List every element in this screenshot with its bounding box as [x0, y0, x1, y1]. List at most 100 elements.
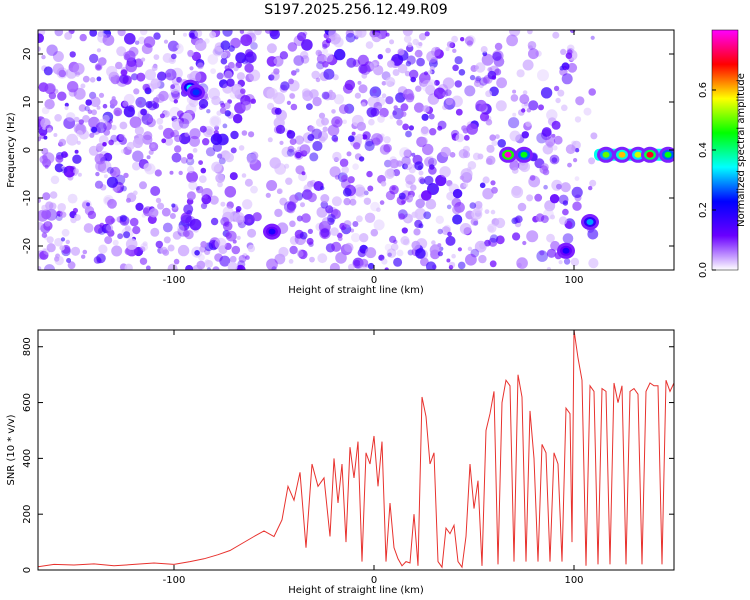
heatmap-noise-cell [539, 250, 545, 256]
heatmap-noise-cell [82, 249, 88, 255]
heatmap-noise-cell [124, 33, 136, 45]
heatmap-noise-cell [324, 53, 334, 63]
heatmap-noise-cell [392, 107, 404, 120]
heatmap-noise-cell [379, 107, 389, 118]
heatmap-noise-cell [187, 165, 195, 174]
heatmap-noise-cell [419, 137, 428, 146]
heatmap-noise-cell [574, 176, 580, 182]
heatmap-noise-cell [541, 127, 552, 137]
heatmap-noise-cell [567, 62, 578, 73]
heatmap-noise-cell [158, 124, 164, 130]
heatmap-noise-cell [454, 56, 463, 65]
heatmap-noise-cell [455, 133, 465, 143]
heatmap-noise-cell [309, 256, 315, 263]
heatmap-noise-cell [219, 255, 231, 267]
heatmap-noise-cell [387, 60, 395, 68]
heatmap-noise-cell [494, 42, 503, 51]
heatmap-noise-cell [279, 51, 289, 60]
heatmap-noise-cell [414, 51, 419, 57]
heatmap-noise-cell [419, 178, 426, 185]
heatmap-noise-cell [76, 140, 81, 145]
heatmap-noise-cell [217, 153, 223, 159]
heatmap-noise-cell [64, 102, 69, 107]
heatmap-noise-cell [132, 137, 144, 149]
heatmap-noise-cell [328, 89, 333, 94]
heatmap-noise-cell [516, 257, 528, 269]
heatmap-noise-cell [470, 248, 480, 258]
heatmap-noise-cell [358, 84, 368, 94]
heatmap-noise-cell [197, 62, 204, 70]
heatmap-noise-cell [495, 134, 500, 140]
heatmap-noise-cell [435, 174, 447, 187]
heatmap-noise-cell [407, 42, 413, 48]
heatmap-noise-cell [279, 197, 288, 206]
heatmap-noise-cell [551, 120, 561, 130]
heatmap-noise-cell [424, 31, 430, 37]
heatmap-noise-cell [491, 75, 497, 80]
heatmap-noise-cell [427, 155, 434, 162]
heatmap-noise-cell [220, 40, 231, 51]
heatmap-noise-cell [485, 90, 492, 98]
heatmap-noise-cell [429, 128, 437, 136]
heatmap-noise-cell [537, 69, 549, 82]
heatmap-noise-cell [55, 154, 64, 163]
heatmap-noise-cell [384, 267, 389, 270]
heatmap-noise-cell [588, 185, 593, 191]
colorbar-tick-label: 0.6 [698, 82, 709, 98]
heatmap-x-axis-label: Height of straight line (km) [288, 285, 424, 296]
heatmap-noise-cell [355, 186, 366, 198]
heatmap-noise-cell [58, 138, 67, 147]
heatmap-noise-cell [482, 176, 490, 184]
heatmap-noise-cell [109, 98, 118, 107]
heatmap-noise-cell [70, 246, 81, 256]
heatmap-noise-cell [119, 214, 127, 222]
heatmap-noise-cell [299, 144, 311, 156]
heatmap-noise-cell [288, 80, 300, 92]
colorbar-label: Normalized spectral amplitude [736, 73, 747, 227]
heatmap-noise-cell [96, 143, 104, 151]
heatmap-noise-cell [98, 135, 109, 145]
heatmap-noise-cell [418, 77, 429, 87]
heatmap-noise-cell [458, 69, 466, 76]
heatmap-noise-cell [217, 181, 223, 188]
heatmap-noise-cell [140, 108, 148, 116]
heatmap-noise-cell [74, 149, 79, 154]
heatmap-noise-cell [561, 73, 573, 85]
heatmap-noise-cell [143, 131, 153, 141]
heatmap-noise-cell [459, 175, 465, 180]
heatmap-noise-cell [132, 226, 141, 235]
heatmap-noise-cell [64, 105, 69, 111]
heatmap-noise-cell [153, 32, 161, 40]
heatmap-noise-cell [161, 207, 171, 217]
snr-x-tick-label: 0 [371, 575, 377, 586]
heatmap-noise-cell [284, 163, 290, 169]
heatmap-noise-cell [225, 232, 232, 239]
heatmap-noise-cell [565, 144, 576, 155]
heatmap-noise-cell [219, 107, 227, 114]
heatmap-noise-cell [311, 128, 323, 140]
heatmap-y-tick-label: 20 [22, 48, 33, 61]
heatmap-noise-cell [402, 88, 414, 100]
heatmap-noise-cell [389, 115, 394, 120]
heatmap-noise-cell [478, 83, 484, 89]
heatmap-noise-cell [347, 176, 355, 184]
heatmap-noise-cell [296, 250, 304, 258]
snr-y-axis-label: SNR (10 * v/v) [6, 414, 17, 485]
heatmap-noise-cell [306, 237, 314, 245]
heatmap-noise-cell [301, 213, 311, 223]
heatmap-noise-cell [526, 194, 534, 202]
heatmap-noise-cell [466, 40, 473, 47]
heatmap-noise-cell [228, 61, 235, 69]
heatmap-noise-cell [396, 119, 403, 126]
heatmap-noise-cell [176, 225, 185, 233]
heatmap-noise-cell [139, 257, 148, 265]
heatmap-noise-cell [216, 72, 224, 80]
heatmap-y-tick-label: 0 [22, 147, 33, 153]
colorbar-tick-label: 0.4 [698, 142, 709, 158]
heatmap-noise-cell [301, 171, 306, 176]
heatmap-noise-cell [293, 150, 304, 160]
heatmap-noise-cell [535, 50, 542, 57]
heatmap-noise-cell [171, 53, 177, 60]
heatmap-noise-cell [132, 150, 144, 162]
heatmap-noise-cell [95, 160, 107, 172]
